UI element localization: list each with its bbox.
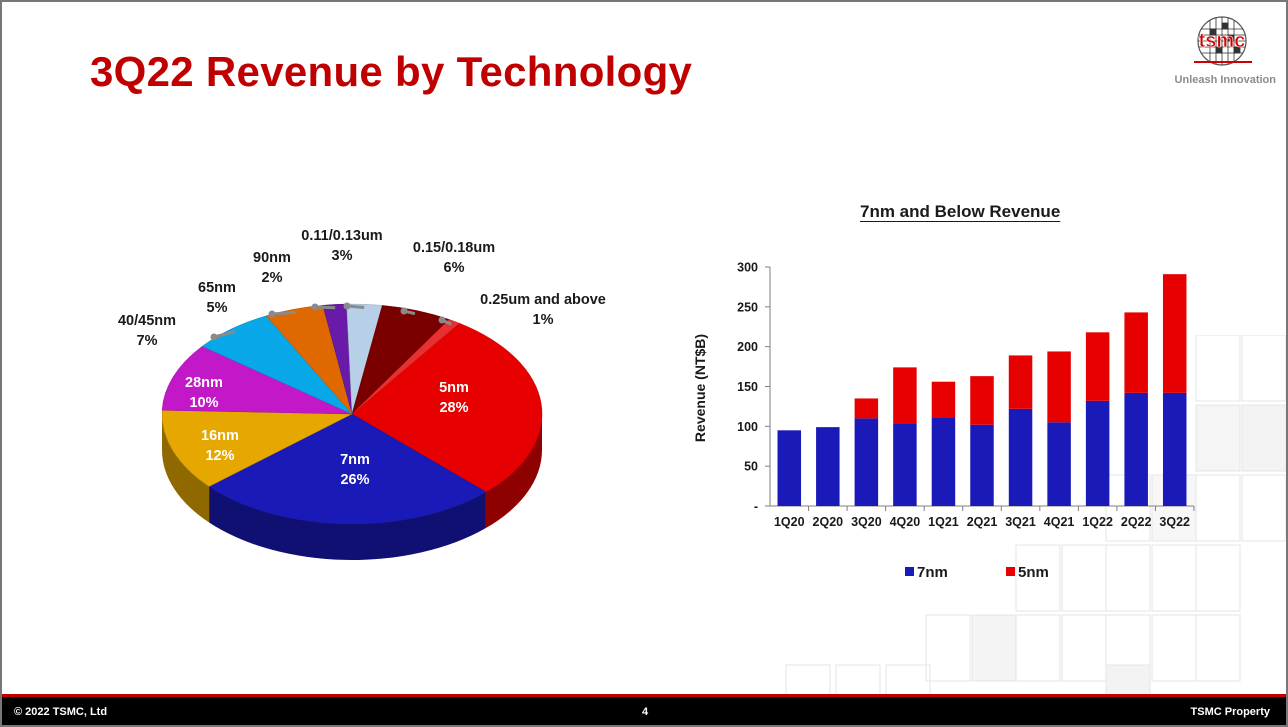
legend-swatch-5nm [1006, 567, 1015, 576]
pie-label-5nm: 5nm [439, 380, 469, 396]
pie-sides [162, 414, 542, 560]
footer-copyright: © 2022 TSMC, Ltd [14, 706, 108, 718]
bar-5nm-1q21 [931, 381, 956, 418]
legend-label-5nm: 5nm [1018, 564, 1049, 581]
pie-label-16nm: 16nm [201, 428, 239, 444]
bar-7nm-2q21 [970, 424, 994, 506]
pie-leader-dot-65nm [268, 310, 276, 318]
pie-leader-dot-0-15-0-18um [400, 307, 408, 315]
bar-7nm-3q21 [1008, 408, 1033, 506]
pie-pct-0-25um-and-above: 1% [533, 312, 554, 328]
pie-pct-7nm: 26% [340, 472, 369, 488]
y-axis-title: Revenue (NT$B) [692, 334, 708, 442]
x-tick-label-1q21: 1Q21 [928, 515, 959, 529]
tagline: Unleash Innovation [1174, 74, 1276, 86]
bar-7nm-2q22 [1124, 392, 1148, 506]
footer-bar: © 2022 TSMC, Ltd 4 TSMC Property [2, 694, 1286, 725]
pie-leader-dot-40-45nm [210, 333, 218, 341]
y-tick-label: 100 [737, 420, 758, 434]
x-tick-label-2q21: 2Q21 [967, 515, 998, 529]
y-tick-label: 150 [737, 380, 758, 394]
x-tick-label-4q20: 4Q20 [890, 515, 921, 529]
bar-7nm-1q20 [777, 430, 802, 506]
bar-7nm-1q22 [1085, 400, 1110, 506]
pie-side-16nm [162, 414, 210, 523]
pie-pct-65nm: 5% [207, 300, 228, 316]
pie-leader-dot-0-25um-and-above [438, 316, 446, 324]
pie-pct-28nm: 10% [189, 395, 218, 411]
bar-7nm-1q21 [931, 417, 956, 506]
pie-label-0-11-0-13um: 0.11/0.13um [301, 228, 382, 244]
pie-labels: 5nm 28% 7nm 26% 16nm 12% 28nm 10% 40/45nm 7% 65nm 5… [118, 228, 606, 488]
pie-leader-40-45nm [213, 330, 236, 339]
tsmc-logo: tsmc [1194, 16, 1252, 66]
bar-7nm-4q21 [1047, 422, 1071, 506]
pie-chart: 5nm 28% 7nm 26% 16nm 12% 28nm 10% 40/45nm 7% 65nm 5… [118, 228, 606, 560]
x-tick-label-2q20: 2Q20 [813, 515, 844, 529]
bar-5nm-2q21 [970, 376, 994, 425]
x-tick-label-2q22: 2Q22 [1121, 515, 1152, 529]
bar-5nm-3q20 [854, 398, 879, 419]
bar-5nm-3q22 [1162, 274, 1187, 393]
pie-slice-7nm [208, 413, 487, 525]
pie-leader-65nm [271, 310, 296, 316]
pie-pct-90nm: 2% [262, 270, 283, 286]
pie-leader-dot-0-11-0-13um [343, 302, 351, 310]
pie-label-7nm: 7nm [340, 452, 370, 468]
pie-label-90nm: 90nm [253, 250, 291, 266]
pie-slice-5nm [351, 322, 543, 493]
pie-side-7nm [209, 486, 486, 560]
pie-label-0-25um-and-above: 0.25um and above [480, 292, 606, 308]
y-tick-label: - [754, 500, 758, 514]
pie-slice-16nm [161, 409, 353, 487]
pie-label-40-45nm: 40/45nm [118, 313, 176, 329]
bar-chart-title: 7nm and Below Revenue [860, 202, 1061, 221]
pie-pct-40-45nm: 7% [137, 333, 158, 349]
y-tick-label: 50 [744, 460, 758, 474]
pie-slice-0-25um-and-above [351, 319, 460, 415]
legend-swatch-7nm [905, 567, 914, 576]
pie-pct-16nm: 12% [205, 448, 234, 464]
y-tick-label: 200 [737, 340, 758, 354]
bar-5nm-3q21 [1008, 355, 1033, 409]
pie-leader-dot-90nm [311, 303, 319, 311]
bar-7nm-4q20 [893, 423, 917, 506]
bar-5nm-4q21 [1047, 351, 1071, 423]
x-tick-label-1q20: 1Q20 [774, 515, 805, 529]
pie-label-0-15-0-18um: 0.15/0.18um [413, 240, 495, 256]
x-tick-label-4q21: 4Q21 [1044, 515, 1075, 529]
pie-label-28nm: 28nm [185, 375, 223, 391]
x-tick-label-1q22: 1Q22 [1082, 515, 1113, 529]
pie-pct-0-11-0-13um: 3% [332, 248, 353, 264]
pie-pct-5nm: 28% [439, 400, 468, 416]
tsmc-logo-text: tsmc [1199, 30, 1246, 52]
pie-slice-28nm [161, 346, 353, 415]
bar-chart: - 50 100 150 200 250 300 Revenue (NT$B) 1Q20 2Q20… [692, 261, 1195, 581]
pie-side-5nm [485, 414, 542, 529]
bar-7nm-2q20 [816, 427, 840, 506]
pie-tops [161, 303, 543, 525]
footer-page-number: 4 [642, 706, 649, 718]
x-tick-label-3q20: 3Q20 [851, 515, 882, 529]
y-tick-label: 250 [737, 300, 758, 314]
bar-5nm-4q20 [893, 367, 917, 424]
x-tick-label-3q22: 3Q22 [1159, 515, 1190, 529]
footer-property: TSMC Property [1190, 706, 1270, 718]
bar-5nm-1q22 [1085, 332, 1110, 401]
pie-label-65nm: 65nm [198, 280, 236, 296]
slide-title: 3Q22 Revenue by Technology [90, 48, 693, 95]
bar-7nm-3q20 [854, 418, 879, 506]
x-tick-label-3q21: 3Q21 [1005, 515, 1036, 529]
y-tick-label: 300 [737, 261, 758, 275]
bar-7nm-3q22 [1162, 392, 1187, 506]
pie-pct-0-15-0-18um: 6% [444, 260, 465, 276]
bar-5nm-2q22 [1124, 312, 1148, 393]
legend-label-7nm: 7nm [917, 564, 948, 581]
